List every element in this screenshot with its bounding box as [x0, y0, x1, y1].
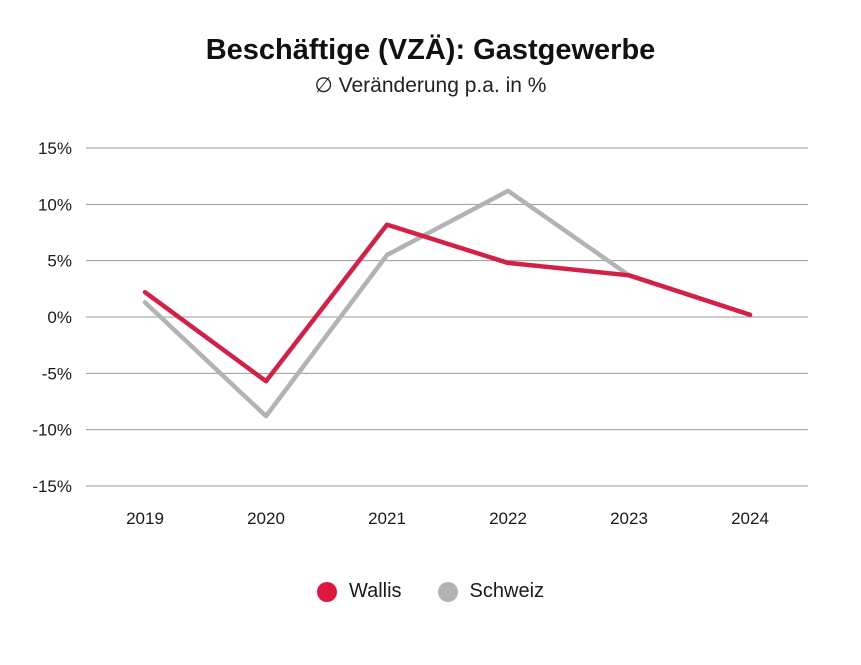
gridlines [86, 147, 808, 487]
x-axis-tick-labels: 2019 2020 2021 2022 2023 2024 [126, 509, 769, 528]
y-tick-label: 10% [38, 195, 72, 214]
y-tick-label: 5% [47, 252, 72, 271]
legend-item-schweiz: Schweiz [437, 580, 545, 603]
x-tick-label: 2024 [731, 509, 769, 528]
x-tick-label: 2020 [247, 509, 285, 528]
series-lines [142, 188, 753, 419]
legend: Wallis Schweiz [0, 580, 861, 603]
legend-marker-wallis [316, 581, 337, 602]
chart-title: Beschäftige (VZÄ): Gastgewerbe [205, 34, 656, 66]
legend-marker-schweiz [437, 581, 458, 602]
x-tick-label: 2021 [368, 509, 406, 528]
series-line-wallis [142, 222, 753, 384]
x-tick-label: 2019 [126, 509, 164, 528]
legend-label-schweiz: Schweiz [469, 580, 545, 602]
chart-subtitle: ∅ Veränderung p.a. in % [314, 74, 547, 97]
x-tick-label: 2022 [489, 509, 527, 528]
y-tick-label: 15% [38, 139, 72, 158]
y-tick-label: 0% [47, 308, 72, 327]
y-tick-label: -5% [42, 364, 72, 383]
y-tick-label: -10% [32, 421, 72, 440]
x-tick-label: 2023 [610, 509, 648, 528]
legend-label-wallis: Wallis [348, 580, 402, 602]
series-line-schweiz [142, 188, 753, 419]
y-axis-tick-labels: 15% 10% 5% 0% -5% -10% -15% [32, 139, 72, 496]
y-tick-label: -15% [32, 477, 72, 496]
legend-item-wallis: Wallis [316, 580, 402, 603]
